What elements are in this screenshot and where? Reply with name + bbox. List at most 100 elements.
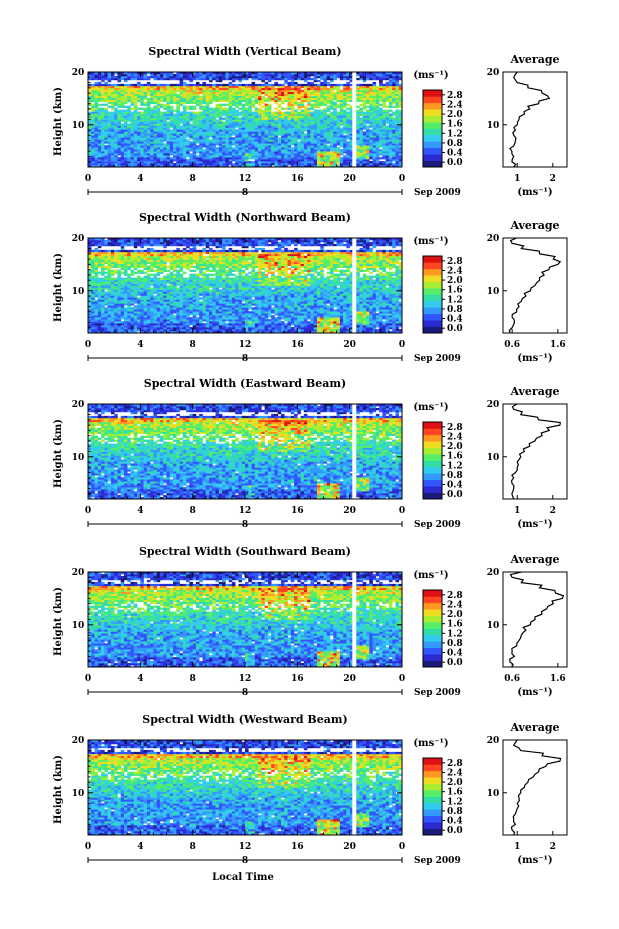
heatmap-cell <box>307 112 311 114</box>
heatmap-cell <box>111 145 115 147</box>
heatmap-cell <box>333 151 337 153</box>
heatmap-cell <box>389 114 393 116</box>
heatmap-cell <box>196 145 200 147</box>
heatmap-cell <box>386 86 390 88</box>
heatmap-cell <box>242 137 246 139</box>
heatmap-cell <box>265 84 269 86</box>
heatmap-cell <box>340 78 344 80</box>
heatmap-cell <box>216 80 220 82</box>
heatmap-cell <box>284 161 288 163</box>
heatmap-cell <box>167 86 171 88</box>
heatmap-cell <box>196 90 200 92</box>
heatmap-cell <box>281 88 285 90</box>
heatmap-cell <box>95 108 99 110</box>
heatmap-cell <box>310 153 314 155</box>
heatmap-cell <box>261 125 265 127</box>
heatmap-cell <box>131 94 135 96</box>
heatmap-cell <box>248 76 252 78</box>
heatmap-cell <box>317 327 321 329</box>
heatmap-cell <box>229 159 233 161</box>
heatmap-cell <box>189 123 193 125</box>
heatmap-cell <box>278 131 282 133</box>
heatmap-cell <box>150 108 154 110</box>
heatmap-cell <box>333 133 337 135</box>
heatmap-cell <box>333 112 337 114</box>
heatmap-cell <box>167 112 171 114</box>
heatmap-cell <box>363 74 367 76</box>
heatmap-cell <box>337 118 341 120</box>
heatmap-cell <box>261 114 265 116</box>
heatmap-cell <box>167 127 171 129</box>
heatmap-cell <box>248 135 252 137</box>
heatmap-cell <box>121 88 125 90</box>
heatmap-cell <box>229 112 233 114</box>
heatmap-cell <box>369 161 373 163</box>
heatmap-cell <box>392 137 396 139</box>
heatmap-cell <box>395 157 399 159</box>
heatmap-cell <box>202 145 206 147</box>
heatmap-cell <box>88 329 92 331</box>
heatmap-cell <box>324 116 328 118</box>
heatmap-cell <box>314 100 318 102</box>
heatmap-cell <box>252 137 256 139</box>
heatmap-cell <box>202 151 206 153</box>
heatmap-cell <box>196 139 200 141</box>
heatmap-cell <box>376 120 380 122</box>
heatmap-cell <box>291 131 295 133</box>
heatmap-cell <box>386 135 390 137</box>
heatmap-cell <box>389 153 393 155</box>
heatmap-cell <box>95 329 99 331</box>
heatmap-cell <box>229 118 233 120</box>
heatmap-cell <box>346 129 350 131</box>
heatmap-cell <box>245 153 249 155</box>
heatmap-cell <box>242 141 246 143</box>
heatmap-cell <box>189 127 193 129</box>
heatmap-cell <box>131 100 135 102</box>
heatmap-cell <box>389 90 393 92</box>
heatmap-cell <box>389 327 393 329</box>
heatmap-cell <box>232 90 236 92</box>
heatmap-cell <box>127 116 131 118</box>
heatmap-cell <box>193 155 197 157</box>
heatmap-cell <box>284 74 288 76</box>
heatmap-cell <box>271 143 275 145</box>
heatmap-cell <box>229 74 233 76</box>
heatmap-cell <box>88 116 92 118</box>
heatmap-cell <box>219 161 223 163</box>
heatmap-cell <box>180 137 184 139</box>
heatmap-cell <box>261 110 265 112</box>
heatmap-cell <box>297 135 301 137</box>
heatmap-cell <box>121 135 125 137</box>
heatmap-cell <box>376 151 380 153</box>
heatmap-cell <box>176 135 180 137</box>
heatmap-cell <box>127 141 131 143</box>
heatmap-cell <box>359 151 363 153</box>
heatmap-cell <box>225 323 229 325</box>
heatmap-cell <box>258 129 262 131</box>
heatmap-cell <box>392 321 396 323</box>
heatmap-cell <box>104 129 108 131</box>
heatmap-cell <box>111 129 115 131</box>
heatmap-cell <box>202 96 206 98</box>
heatmap-cell <box>134 321 138 323</box>
heatmap-cell <box>222 159 226 161</box>
heatmap-cell <box>160 327 164 329</box>
heatmap-cell <box>337 100 341 102</box>
heatmap-cell <box>101 141 105 143</box>
heatmap-cell <box>173 321 177 323</box>
heatmap-cell <box>314 96 318 98</box>
heatmap-cell <box>317 90 321 92</box>
heatmap-cell <box>235 100 239 102</box>
heatmap-cell <box>369 84 373 86</box>
heatmap-cell <box>134 118 138 120</box>
heatmap-cell <box>389 161 393 163</box>
colorbar-swatch <box>423 161 442 168</box>
heatmap-cell <box>111 108 115 110</box>
heatmap-cell <box>382 121 386 123</box>
heatmap-cell <box>242 120 246 122</box>
heatmap-cell <box>359 129 363 131</box>
colorbar-swatch <box>423 103 442 110</box>
heatmap-cell <box>222 133 226 135</box>
heatmap-cell <box>366 143 370 145</box>
heatmap-cell <box>281 159 285 161</box>
